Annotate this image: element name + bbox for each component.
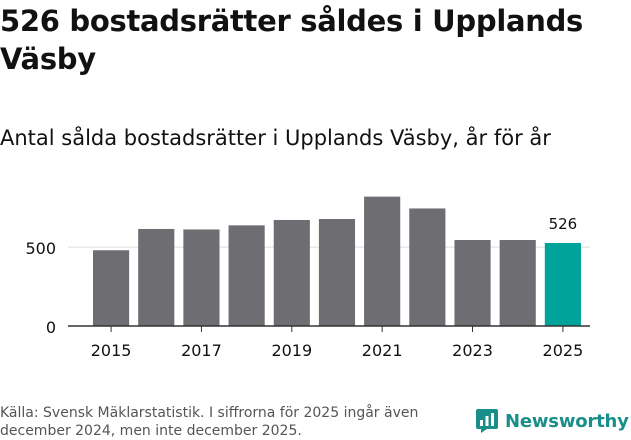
source-note: Källa: Svensk Mäklarstatistik. I siffror… <box>0 405 419 439</box>
headline: 526 bostadsrätter såldes i Upplands Väsb… <box>0 4 584 76</box>
x-tick-label: 2021 <box>362 341 403 360</box>
y-tick-label: 500 <box>25 239 56 258</box>
bar-2017 <box>183 229 220 326</box>
x-tick-label: 2017 <box>181 341 222 360</box>
bar-2020 <box>318 219 356 326</box>
newsworthy-logo-icon <box>476 409 498 433</box>
bar-2023 <box>454 240 491 326</box>
bar-2024 <box>499 240 536 326</box>
x-tick-label: 2015 <box>91 341 132 360</box>
bar-2015 <box>93 250 130 326</box>
bar-2016 <box>138 228 175 326</box>
bar-2022 <box>409 208 446 326</box>
chart-subtitle: Antal sålda bostadsrätter i Upplands Väs… <box>0 126 551 150</box>
x-tick-label: 2023 <box>452 341 493 360</box>
bar-2025 <box>544 243 581 326</box>
x-tick-label: 2025 <box>543 341 584 360</box>
x-tick-label: 2019 <box>271 341 312 360</box>
bar-chart: 0 500 526 2015 2017 2019 2021 2023 2025 <box>25 196 590 360</box>
y-tick-label: 0 <box>46 318 56 337</box>
data-label: 526 <box>549 215 578 233</box>
brand-name: Newsworthy <box>505 410 629 432</box>
bar-2021 <box>364 196 401 326</box>
newsworthy-logo: Newsworthy <box>475 408 629 434</box>
bar-2018 <box>228 225 265 326</box>
bar-2019 <box>273 219 310 326</box>
